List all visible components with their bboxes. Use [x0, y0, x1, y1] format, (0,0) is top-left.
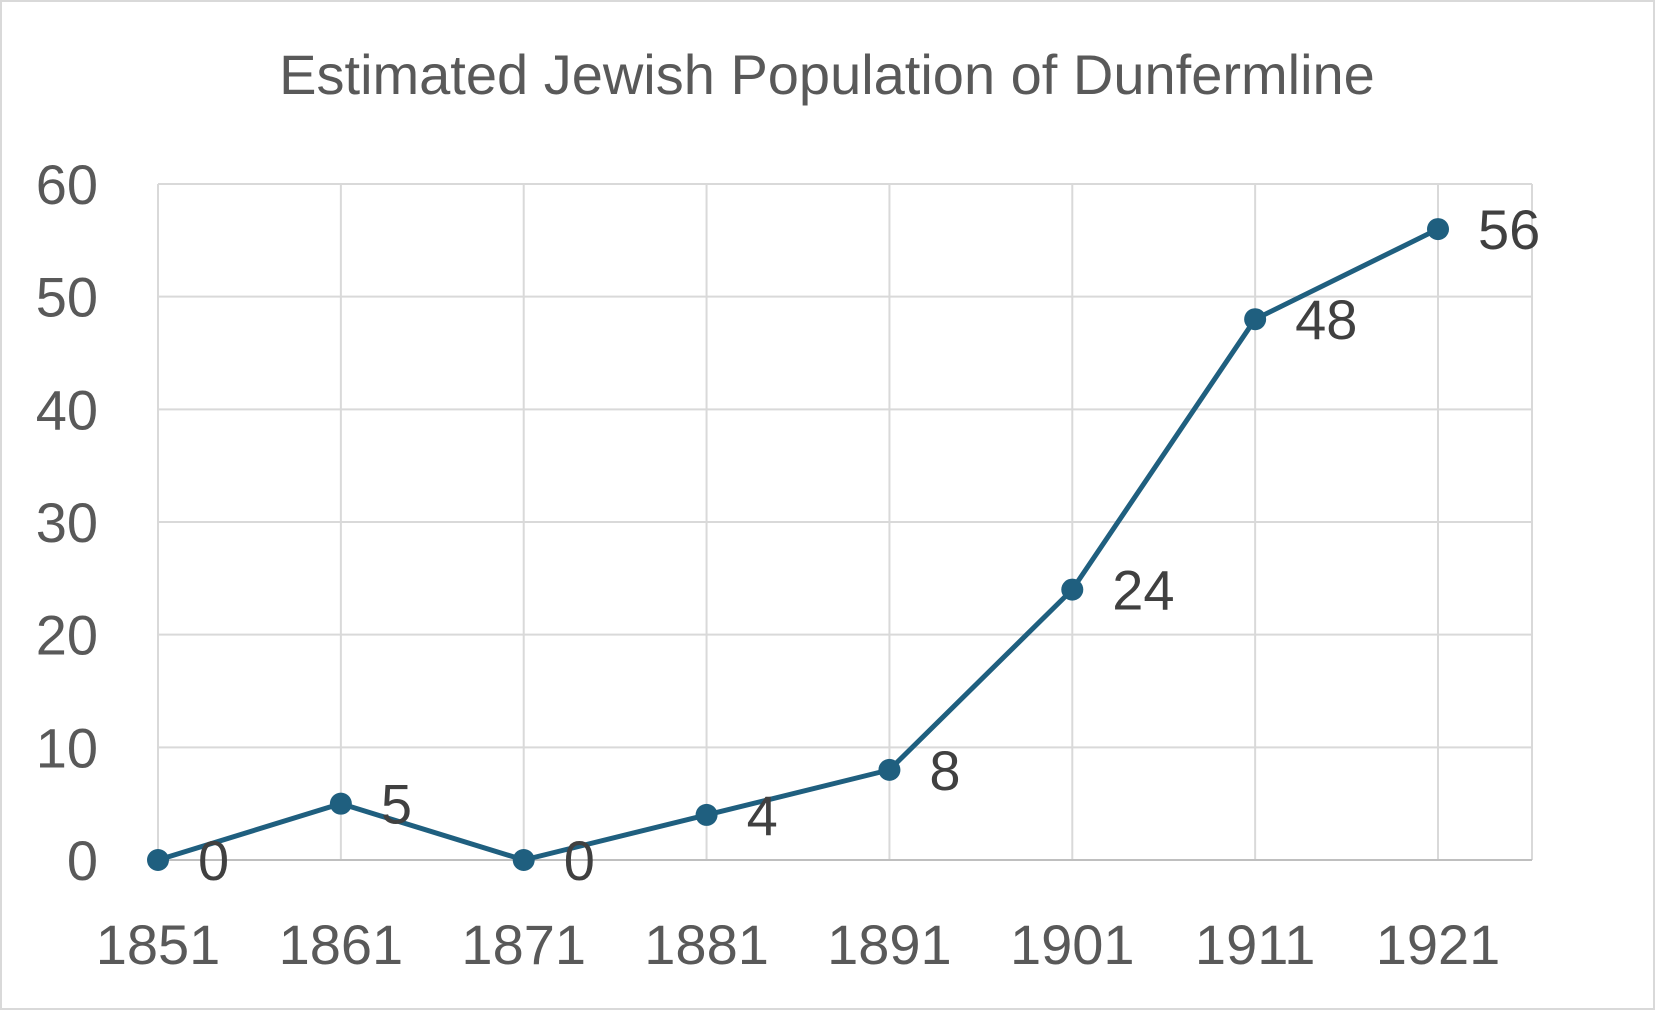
data-label: 5 — [381, 773, 412, 836]
series-line — [157, 226, 1440, 863]
data-point — [329, 792, 352, 815]
y-tick-label: 40 — [36, 378, 98, 441]
data-label: 0 — [564, 829, 595, 892]
y-tick-label: 50 — [36, 266, 98, 329]
x-tick-label: 1921 — [1376, 913, 1501, 976]
y-tick-label: 20 — [36, 604, 98, 667]
data-point — [878, 758, 901, 781]
y-tick-label: 10 — [36, 716, 98, 779]
data-label: 0 — [198, 829, 229, 892]
data-label: 4 — [747, 784, 778, 847]
x-tick-label: 1851 — [96, 913, 221, 976]
data-point — [512, 849, 535, 871]
y-tick-label: 60 — [36, 153, 98, 216]
data-point — [695, 803, 718, 826]
x-tick-label: 1861 — [279, 913, 404, 976]
chart-title: Estimated Jewish Population of Dunfermli… — [279, 43, 1375, 106]
data-label: 8 — [929, 739, 960, 802]
x-tick-label: 1911 — [1195, 913, 1315, 976]
data-point — [1427, 218, 1449, 241]
x-tick-label: 1891 — [827, 913, 952, 976]
data-label: 48 — [1295, 288, 1357, 351]
y-tick-label: 0 — [67, 829, 98, 892]
data-label: 56 — [1478, 198, 1540, 261]
x-tick-label: 1881 — [644, 913, 769, 976]
data-point — [1061, 578, 1084, 601]
x-tick-label: 1901 — [1010, 913, 1135, 976]
data-point — [147, 849, 169, 871]
data-point — [1244, 308, 1267, 331]
x-tick-label: 1871 — [461, 913, 586, 976]
data-label: 24 — [1112, 559, 1174, 622]
y-tick-label: 30 — [36, 491, 98, 554]
